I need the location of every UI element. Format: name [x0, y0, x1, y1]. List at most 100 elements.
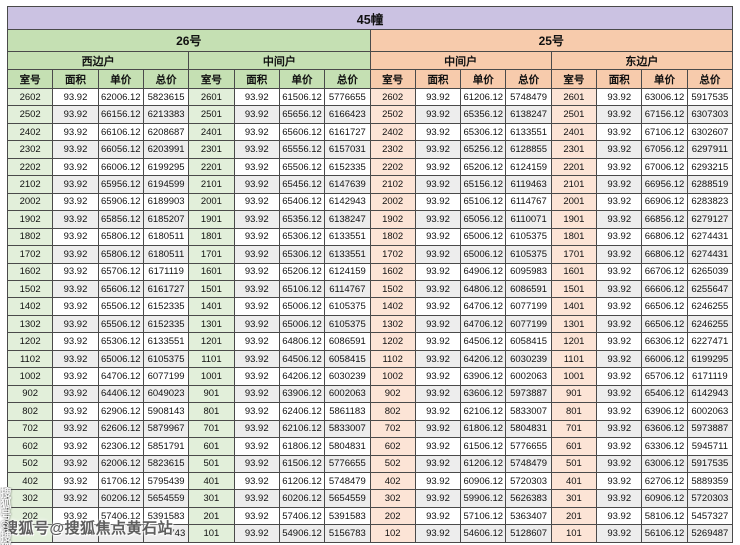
page-title: 45幢	[7, 6, 733, 30]
cell-total-price: 5269487	[686, 524, 734, 543]
cell-room: 901	[550, 384, 598, 404]
column-header-room: 室号	[6, 69, 54, 89]
cell-unit-price: 62406.12	[278, 402, 326, 421]
cell-area: 93.92	[414, 419, 462, 439]
cell-room: 2201	[188, 157, 235, 177]
table-row: 902 93.92 64406.12 6049023 901 93.92 63906.12 6…	[6, 384, 734, 404]
cell-area: 93.92	[596, 157, 643, 177]
cell-room: 1402	[6, 297, 54, 316]
cell-room: 902	[369, 384, 416, 404]
cell-unit-price: 60906.12	[460, 471, 507, 491]
cell-room: 2501	[188, 105, 235, 124]
cell-total-price: 6297911	[686, 140, 734, 159]
cell-room: 1702	[369, 245, 416, 264]
cell-area: 93.92	[52, 471, 99, 491]
cell-total-price: 6152335	[142, 297, 190, 316]
cell-area: 93.92	[414, 279, 462, 299]
cell-room: 2102	[369, 175, 416, 194]
cell-area: 93.92	[233, 349, 280, 369]
table-row: 1502 93.92 65606.12 6161727 1501 93.92 65106.1…	[6, 279, 734, 299]
cell-unit-price: 63906.12	[278, 384, 326, 404]
cell-unit-price: 64506.12	[278, 349, 326, 369]
cell-room: 801	[188, 402, 235, 421]
cell-unit-price: 65356.12	[460, 105, 507, 124]
cell-room: 1001	[550, 367, 598, 386]
cell-total-price: 5804831	[505, 419, 552, 439]
cell-area: 93.92	[52, 419, 99, 439]
cell-area: 93.92	[414, 210, 462, 229]
cell-total-price: 5363407	[505, 506, 552, 526]
cell-area: 93.92	[414, 454, 462, 473]
cell-area: 93.92	[233, 122, 280, 142]
cell-unit-price: 64706.12	[460, 314, 507, 334]
unit-type-west: 西边户	[6, 51, 190, 70]
cell-total-price: 6002063	[686, 402, 734, 421]
cell-room: 1902	[369, 210, 416, 229]
cell-unit-price: 62006.12	[97, 87, 144, 107]
cell-total-price: 5804831	[324, 437, 371, 456]
cell-area: 93.92	[414, 489, 462, 508]
cell-total-price: 6152335	[324, 157, 371, 177]
table-row: 2402 93.92 66106.12 6208687 2401 93.92 65606.1…	[6, 122, 734, 142]
column-header-total-price: 总价	[686, 69, 734, 89]
cell-room: 1001	[188, 367, 235, 386]
cell-area: 93.92	[414, 140, 462, 159]
unit-type-east: 东边户	[550, 51, 734, 70]
cell-room: 2002	[369, 192, 416, 212]
cell-room: 1102	[369, 349, 416, 369]
cell-area: 93.92	[233, 402, 280, 421]
cell-room: 2202	[369, 157, 416, 177]
cell-total-price: 5823615	[142, 87, 190, 107]
cell-total-price: 6002063	[324, 384, 371, 404]
cell-unit-price: 66306.12	[641, 332, 688, 351]
cell-unit-price: 63906.12	[641, 402, 688, 421]
cell-unit-price: 61506.12	[278, 87, 326, 107]
column-header-unit-price: 单价	[97, 69, 144, 89]
cell-room: 2302	[6, 140, 54, 159]
cell-unit-price: 67006.12	[641, 157, 688, 177]
table-row: 1402 93.92 65506.12 6152335 1401 93.92 65006.1…	[6, 297, 734, 316]
cell-total-price: 6086591	[505, 279, 552, 299]
cell-unit-price: 65206.12	[460, 157, 507, 177]
table-row: 2002 93.92 65906.12 6189903 2001 93.92 65406.1…	[6, 192, 734, 212]
cell-area: 93.92	[596, 227, 643, 247]
cell-total-price: 6213383	[142, 105, 190, 124]
cell-total-price: 5776655	[324, 454, 371, 473]
cell-room: 2502	[6, 105, 54, 124]
cell-unit-price: 61806.12	[278, 437, 326, 456]
cell-area: 93.92	[233, 157, 280, 177]
cell-area: 93.92	[233, 367, 280, 386]
cell-area: 93.92	[233, 419, 280, 439]
cell-area: 93.92	[52, 227, 99, 247]
cell-area: 93.92	[52, 489, 99, 508]
cell-unit-price: 62606.12	[97, 419, 144, 439]
cell-room: 2502	[369, 105, 416, 124]
cell-unit-price: 65006.12	[278, 314, 326, 334]
cell-unit-price: 62306.12	[97, 437, 144, 456]
cell-area: 93.92	[233, 245, 280, 264]
table-row: 2302 93.92 66056.12 6203991 2301 93.92 65556.1…	[6, 140, 734, 159]
cell-area: 93.92	[414, 297, 462, 316]
cell-unit-price: 63006.12	[641, 454, 688, 473]
cell-total-price: 5748479	[505, 87, 552, 107]
cell-area: 93.92	[414, 471, 462, 491]
cell-area: 93.92	[52, 332, 99, 351]
table-row: 2502 93.92 66156.12 6213383 2501 93.92 65656.1…	[6, 105, 734, 124]
cell-total-price: 6246255	[686, 297, 734, 316]
cell-unit-price: 65306.12	[460, 122, 507, 142]
cell-area: 93.92	[596, 437, 643, 456]
cell-unit-price: 60206.12	[278, 489, 326, 508]
table-row: 1302 93.92 65506.12 6152335 1301 93.92 65006.1…	[6, 314, 734, 334]
cell-room: 1101	[550, 349, 598, 369]
cell-unit-price: 64806.12	[278, 332, 326, 351]
cell-area: 93.92	[596, 87, 643, 107]
cell-room: 1601	[550, 262, 598, 281]
cell-unit-price: 60906.12	[641, 489, 688, 508]
cell-total-price: 6049023	[142, 384, 190, 404]
cell-unit-price: 65906.12	[97, 192, 144, 212]
cell-total-price: 6180511	[142, 245, 190, 264]
cell-unit-price: 54906.12	[278, 524, 326, 543]
cell-unit-price: 65956.12	[97, 175, 144, 194]
cell-area: 93.92	[52, 245, 99, 264]
cell-unit-price: 65406.12	[641, 384, 688, 404]
